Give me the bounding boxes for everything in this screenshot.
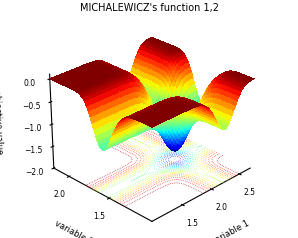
Y-axis label: variable 2: variable 2 <box>53 219 94 238</box>
Title: MICHALEWICZ's function 1,2: MICHALEWICZ's function 1,2 <box>80 3 218 13</box>
X-axis label: variable 1: variable 1 <box>210 219 251 238</box>
